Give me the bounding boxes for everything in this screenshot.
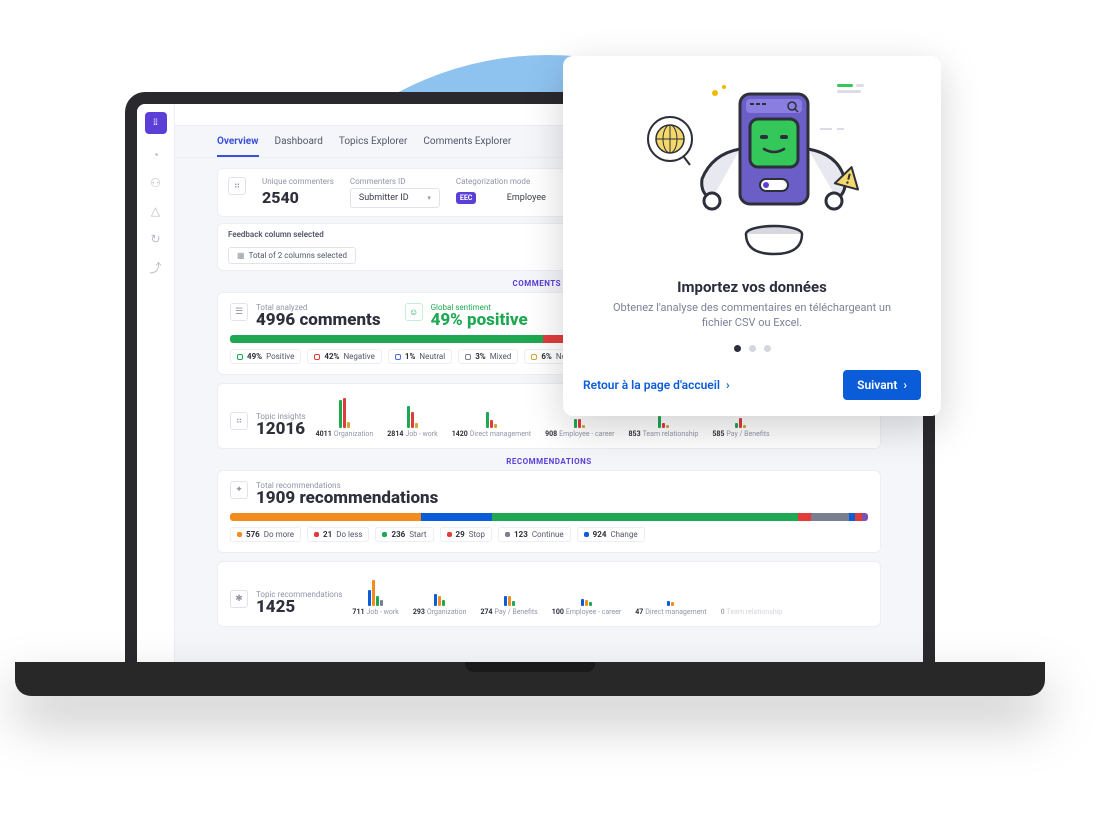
pager-dot-1[interactable] (734, 345, 741, 352)
recommendation-segment (798, 513, 811, 521)
recommendation-segment (421, 513, 491, 521)
topic-rec-group: 47Direct management (635, 576, 706, 616)
columns-icon: ▦ (237, 251, 245, 260)
global-sentiment-value: 49% positive (431, 312, 528, 329)
sidebar: ⦙⦙ ◔ ⚇ △ ↻ ⤴ (137, 104, 175, 662)
recommendation-legend-item[interactable]: 236 Start (375, 527, 433, 542)
chevron-right-icon: › (726, 378, 730, 392)
next-button-label: Suivant (857, 378, 897, 392)
recommendation-segment (811, 513, 849, 521)
modal-subtitle: Obtenez l'analyse des commentaires en té… (602, 300, 902, 331)
topic-group: 4011Organization (316, 398, 374, 438)
tab-dashboard[interactable]: Dashboard (275, 136, 323, 157)
unique-commenters-label: Unique commenters (262, 177, 334, 186)
topic-rec-group: 293Organization (413, 576, 467, 616)
commenters-id-label: Commenters ID (350, 177, 440, 186)
commenters-id-value: Submitter ID (359, 193, 409, 203)
categorization-block: Categorization mode EEC Employee (456, 177, 546, 208)
onboarding-modal: Importez vos données Obtenez l'analyse d… (563, 56, 941, 416)
pager-dots (734, 345, 771, 352)
topic-insights-value: 12016 (256, 421, 306, 438)
comments-icon: ☰ (230, 303, 248, 321)
modal-title: Importez vos données (677, 278, 827, 296)
global-sentiment-metric: ☺ Global sentiment 49% positive (405, 303, 528, 329)
feedback-chip[interactable]: ▦ Total of 2 columns selected (228, 247, 356, 264)
topic-recommendations-card: ✱ Topic recommendations 1425 711Job - wo… (217, 561, 881, 627)
commenters-id-block: Commenters ID Submitter ID ▾ (350, 177, 440, 208)
total-analyzed-metric: ☰ Total analyzed 4996 comments (230, 303, 381, 329)
upload-icon[interactable]: ⤴ (149, 260, 163, 274)
total-recommendations-value: 1909 recommendations (256, 490, 438, 507)
spark-icon: ✦ (230, 481, 248, 499)
laptop-notch (465, 662, 595, 672)
section-recommendations-title: RECOMMENDATIONS (217, 457, 881, 466)
recommendation-segment (862, 513, 868, 521)
unique-commenters-value: 2540 (262, 188, 334, 207)
recommendation-legend-item[interactable]: 576 Do more (230, 527, 301, 542)
recommendation-legend-item[interactable]: 29 Stop (440, 527, 493, 542)
tree-icon: ⠶ (228, 177, 246, 195)
recommendation-legend-item[interactable]: 21 Do less (307, 527, 369, 542)
pager-dot-3[interactable] (764, 345, 771, 352)
back-button[interactable]: Retour à la page d'accueil › (583, 378, 730, 392)
pager-dot-2[interactable] (749, 345, 756, 352)
sentiment-legend-item[interactable]: 1% Neutral (388, 349, 452, 364)
logo-icon[interactable]: ⦙⦙ (145, 112, 167, 134)
chevron-down-icon: ▾ (427, 194, 431, 202)
tab-comments-explorer[interactable]: Comments Explorer (423, 136, 511, 157)
sentiment-legend-item[interactable]: 3% Mixed (458, 349, 518, 364)
refresh-icon[interactable]: ↻ (149, 232, 163, 246)
sentiment-legend-item[interactable]: 49% Positive (230, 349, 301, 364)
categorization-label: Categorization mode (456, 177, 546, 186)
topic-rec-group: 100Employee - career (552, 576, 621, 616)
star-icon: ✱ (230, 590, 248, 608)
categorization-value: Employee (507, 193, 546, 203)
unique-commenters-block: Unique commenters 2540 (262, 177, 334, 207)
flask-icon[interactable]: △ (149, 204, 163, 218)
dashboard-icon[interactable]: ◔ (149, 148, 163, 162)
back-button-label: Retour à la page d'accueil (583, 378, 720, 392)
recommendation-legend-item[interactable]: 924 Change (577, 527, 645, 542)
recommendations-bar (230, 513, 868, 521)
recommendation-segment (230, 513, 421, 521)
total-recommendations-metric: ✦ Total recommendations 1909 recommendat… (230, 481, 438, 507)
smile-icon: ☺ (405, 303, 423, 321)
tab-topics-explorer[interactable]: Topics Explorer (339, 136, 408, 157)
eec-tag: EEC (456, 192, 476, 204)
topic-recommendations-value: 1425 (256, 599, 342, 616)
commenters-id-select[interactable]: Submitter ID ▾ (350, 188, 440, 208)
feedback-chip-label: Total of 2 columns selected (249, 251, 347, 260)
topic-group: 2814Job - work (387, 398, 437, 438)
next-button[interactable]: Suivant › (843, 370, 921, 400)
topic-rec-group: 274Pay / Benefits (480, 576, 537, 616)
topic-rec-group: 0Team relationship (721, 576, 783, 616)
chevron-right-icon: › (903, 378, 907, 392)
recommendation-legend-item[interactable]: 123 Continue (498, 527, 571, 542)
robot-illustration (602, 74, 902, 274)
recommendation-segment (492, 513, 798, 521)
categorization-select[interactable]: EEC Employee (456, 188, 546, 208)
recommendations-legend: 576 Do more 21 Do less 236 Start 29 Stop 123… (230, 527, 868, 542)
tab-overview[interactable]: Overview (217, 136, 259, 157)
user-icon[interactable]: ⚇ (149, 176, 163, 190)
topic-recommendations-chart: 711Job - work 293Organization 274Pay / Ben… (352, 572, 868, 616)
recommendations-card: ✦ Total recommendations 1909 recommendat… (217, 470, 881, 553)
topic-rec-group: 711Job - work (352, 576, 398, 616)
tree-icon-2: ⠶ (230, 412, 248, 430)
total-analyzed-value: 4996 comments (256, 312, 381, 329)
sentiment-segment (230, 335, 543, 343)
sentiment-legend-item[interactable]: 42% Negative (307, 349, 382, 364)
laptop-base (15, 662, 1045, 696)
topic-group: 1420Direct management (452, 398, 531, 438)
